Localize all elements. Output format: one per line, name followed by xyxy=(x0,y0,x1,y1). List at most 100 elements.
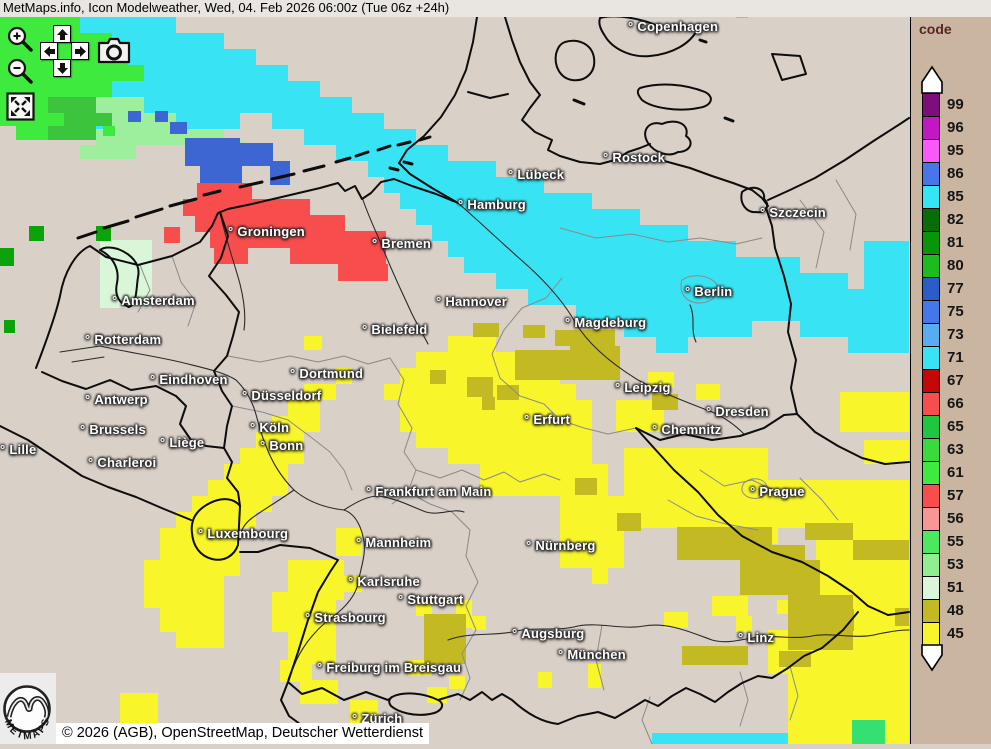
legend-value-56: 56 xyxy=(947,510,964,527)
zoom-out-button[interactable] xyxy=(6,57,34,90)
legend-swatch-61 xyxy=(922,461,940,486)
legend-value-48: 48 xyxy=(947,602,964,619)
legend-value-96: 96 xyxy=(947,119,964,136)
legend-swatch-85 xyxy=(922,185,940,210)
legend-swatch-71 xyxy=(922,346,940,371)
legend-value-63: 63 xyxy=(947,441,964,458)
legend-value-66: 66 xyxy=(947,395,964,412)
weather-cell-75 xyxy=(270,161,290,185)
weather-cell-75 xyxy=(240,143,273,166)
weather-cell-48 xyxy=(424,614,466,664)
weather-cell-45 xyxy=(472,616,486,630)
weather-cell-48 xyxy=(779,651,811,667)
weather-cell-45 xyxy=(820,560,909,595)
legend-swatch-53 xyxy=(922,553,940,578)
arrow-right-icon xyxy=(74,45,86,57)
legend-value-75: 75 xyxy=(947,303,964,320)
weather-cell-48 xyxy=(575,478,597,495)
weather-cell-53 xyxy=(96,97,144,113)
weather-cell-75 xyxy=(170,122,187,134)
weather-cell-45 xyxy=(120,693,158,723)
legend-swatch-75 xyxy=(922,300,940,325)
weather-cell-48 xyxy=(805,523,853,540)
weather-cell-51 xyxy=(100,240,152,308)
fullscreen-button[interactable] xyxy=(6,92,35,126)
legend-swatch-96 xyxy=(922,116,940,141)
legend-swatch-95 xyxy=(922,139,940,164)
legend-value-61: 61 xyxy=(947,464,964,481)
weather-cell-48 xyxy=(473,323,499,337)
legend-swatch-51 xyxy=(922,576,940,601)
legend-swatch-66 xyxy=(922,392,940,417)
legend-value-65: 65 xyxy=(947,418,964,435)
map-borders xyxy=(0,17,910,744)
legend-swatch-63 xyxy=(922,438,940,463)
weather-cell-45 xyxy=(712,596,748,616)
legend-swatch-77 xyxy=(922,277,940,302)
weather-cell-45 xyxy=(648,372,674,388)
pan-right-button[interactable] xyxy=(71,42,89,60)
legend-value-71: 71 xyxy=(947,349,964,366)
weather-cell-80 xyxy=(29,226,44,241)
weather-cell-45 xyxy=(176,624,224,648)
weather-cell-48 xyxy=(652,394,678,410)
weather-cell-75 xyxy=(155,111,168,122)
page-title: MetMaps.info, Icon Modelweather, Wed, 04… xyxy=(3,0,450,15)
title-bar: MetMaps.info, Icon Modelweather, Wed, 04… xyxy=(0,0,991,17)
legend-arrow-up-icon xyxy=(921,65,943,94)
copyright-text: © 2026 (AGB), OpenStreetMap, Deutscher W… xyxy=(62,725,423,741)
legend-swatch-67 xyxy=(922,369,940,394)
zoom-in-button[interactable] xyxy=(6,25,34,58)
weather-cell-45 xyxy=(448,448,592,464)
legend-swatch-86 xyxy=(922,162,940,187)
weather-cell-61 xyxy=(103,126,115,136)
weather-cell-45 xyxy=(344,576,362,592)
weather-cell-45 xyxy=(416,600,432,616)
weather-cell-45 xyxy=(640,448,768,480)
weather-cell-45 xyxy=(448,336,496,352)
arrow-left-icon xyxy=(43,45,55,57)
weather-cell-48 xyxy=(853,540,909,560)
weather-cell-45 xyxy=(350,700,378,724)
pan-down-button[interactable] xyxy=(53,59,71,77)
legend-value-81: 81 xyxy=(947,234,964,251)
weather-cell-45 xyxy=(840,392,909,432)
weather-map-canvas[interactable] xyxy=(0,17,910,744)
legend-value-77: 77 xyxy=(947,280,964,297)
legend-swatch-65 xyxy=(922,415,940,440)
legend-value-67: 67 xyxy=(947,372,964,389)
weather-cell-45 xyxy=(336,528,362,556)
metmaps-logo-icon: METMAPS xyxy=(2,685,51,742)
weather-cell-48 xyxy=(497,385,519,400)
weather-cell-55 xyxy=(852,720,885,744)
legend-sidebar: code 99 96 95 86 85 82 81 80 77 75 73 71 67 66 65 63 61 5… xyxy=(910,0,991,744)
weather-cell-66 xyxy=(183,199,310,216)
pan-left-button[interactable] xyxy=(40,42,58,60)
weather-cell-48 xyxy=(570,346,620,380)
legend-value-82: 82 xyxy=(947,211,964,228)
metmaps-logo: METMAPS xyxy=(0,673,56,744)
legend-value-86: 86 xyxy=(947,165,964,182)
weather-cell-75 xyxy=(128,111,141,122)
legend-swatch-99 xyxy=(922,93,940,118)
weather-cell-48 xyxy=(682,646,748,665)
snapshot-button[interactable] xyxy=(97,35,131,70)
legend-value-73: 73 xyxy=(947,326,964,343)
legend-value-53: 53 xyxy=(947,556,964,573)
weather-cell-80 xyxy=(96,226,111,241)
weather-overlay xyxy=(0,17,909,744)
legend-swatch-48 xyxy=(922,599,940,624)
legend-swatch-80 xyxy=(922,254,940,279)
legend-value-45: 45 xyxy=(947,625,964,642)
weather-cell-45 xyxy=(768,480,909,528)
legend-value-85: 85 xyxy=(947,188,964,205)
weather-cell-45 xyxy=(304,384,336,400)
legend-swatch-81 xyxy=(922,231,940,256)
weather-cell-53 xyxy=(80,145,136,159)
weather-cell-63 xyxy=(64,113,112,126)
weather-cell-45 xyxy=(280,660,312,682)
pan-up-button[interactable] xyxy=(53,25,71,43)
legend-swatch-73 xyxy=(922,323,940,348)
legend-value-57: 57 xyxy=(947,487,964,504)
legend-value-51: 51 xyxy=(947,579,964,596)
